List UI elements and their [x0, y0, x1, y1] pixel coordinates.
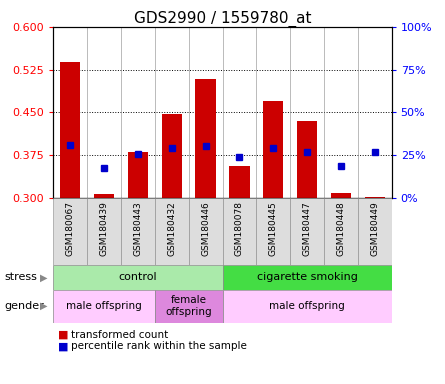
Text: GSM180443: GSM180443: [134, 201, 142, 256]
Bar: [155, 290, 222, 323]
Bar: [324, 198, 358, 265]
Bar: [256, 198, 290, 265]
Bar: [263, 101, 283, 198]
Bar: [290, 198, 324, 265]
Text: GSM180432: GSM180432: [167, 201, 176, 256]
Bar: [364, 197, 385, 198]
Text: ■: ■: [58, 341, 69, 351]
Bar: [162, 114, 182, 198]
Text: female
offspring: female offspring: [166, 295, 212, 317]
Bar: [53, 290, 155, 323]
Bar: [331, 193, 351, 198]
Bar: [222, 198, 256, 265]
Text: male offspring: male offspring: [66, 301, 142, 311]
Bar: [87, 198, 121, 265]
Bar: [229, 166, 250, 198]
Text: GSM180448: GSM180448: [336, 201, 345, 256]
Text: GSM180446: GSM180446: [201, 201, 210, 256]
Bar: [222, 290, 392, 323]
Text: GSM180449: GSM180449: [370, 201, 379, 256]
Title: GDS2990 / 1559780_at: GDS2990 / 1559780_at: [134, 11, 311, 27]
Text: ▶: ▶: [40, 272, 48, 283]
Bar: [94, 194, 114, 198]
Bar: [189, 198, 222, 265]
Bar: [128, 152, 148, 198]
Bar: [155, 198, 189, 265]
Text: ▶: ▶: [40, 301, 48, 311]
Text: GSM180445: GSM180445: [269, 201, 278, 256]
Bar: [53, 198, 87, 265]
Bar: [121, 198, 155, 265]
Bar: [195, 79, 216, 198]
Text: percentile rank within the sample: percentile rank within the sample: [71, 341, 247, 351]
Bar: [222, 265, 392, 290]
Text: GSM180447: GSM180447: [303, 201, 312, 256]
Text: stress: stress: [4, 272, 37, 283]
Text: male offspring: male offspring: [269, 301, 345, 311]
Text: cigarette smoking: cigarette smoking: [257, 272, 357, 283]
Text: transformed count: transformed count: [71, 330, 169, 340]
Text: ■: ■: [58, 330, 69, 340]
Bar: [297, 121, 317, 198]
Text: GSM180439: GSM180439: [100, 201, 109, 256]
Text: GSM180078: GSM180078: [235, 201, 244, 256]
Bar: [53, 265, 222, 290]
Text: control: control: [119, 272, 157, 283]
Bar: [358, 198, 392, 265]
Text: GSM180067: GSM180067: [66, 201, 75, 256]
Text: gender: gender: [4, 301, 44, 311]
Bar: [60, 62, 81, 198]
